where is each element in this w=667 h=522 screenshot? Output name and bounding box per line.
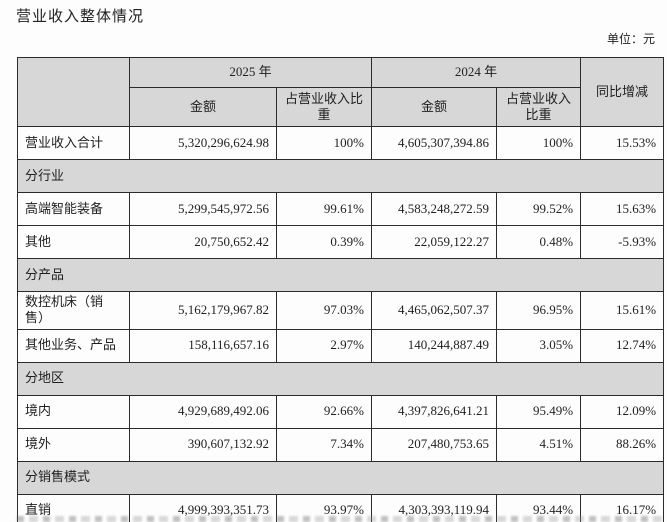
amount-2025-cell: 5,320,296,624.98 — [129, 126, 277, 160]
ratio-2025-cell: 100% — [275, 126, 373, 160]
row-label-cell: 数控机床（销售） — [17, 291, 130, 330]
col-header-ratio-2025: 占营业收入比 重 — [275, 87, 373, 127]
row-label-cell: 营业收入合计 — [17, 126, 130, 160]
page-title: 营业收入整体情况 — [16, 9, 145, 25]
col-header-2024: 2024 年 — [371, 57, 582, 88]
ratio-2024-cell: 0.48% — [496, 225, 582, 259]
amount-2025-cell: 5,162,179,967.82 — [129, 291, 277, 330]
yoy-cell: 12.74% — [580, 328, 665, 363]
ratio-2025-cell: 0.39% — [275, 225, 373, 259]
section-title-cell: 分行业 — [16, 159, 665, 193]
table-row: 境外 390,607,132.92 7.34% 207,480,753.65 4… — [17, 427, 665, 462]
row-label-cell: 境外 — [17, 427, 130, 462]
table-row: 营业收入合计 5,320,296,624.98 100% 4,605,307,3… — [17, 126, 665, 160]
ratio-2024-cell: 100% — [496, 126, 582, 160]
header-row-sub: 金额 占营业收入比 重 金额 占营业收入 比重 — [18, 87, 664, 127]
amount-2024-cell: 207,480,753.65 — [371, 427, 498, 462]
row-label-cell: 其他业务、产品 — [17, 328, 130, 363]
ratio-2025-cell: 2.97% — [275, 328, 373, 363]
amount-2025-cell: 20,750,652.42 — [129, 225, 277, 259]
ratio-2025-cell: 99.61% — [275, 192, 373, 226]
table-row: 直销 4,999,393,351.73 93.97% 4,303,393,119… — [17, 493, 665, 522]
row-label-cell: 高端智能装备 — [17, 192, 130, 226]
col-header-amount-2024: 金额 — [371, 87, 498, 127]
section-row: 分销售模式 — [16, 460, 665, 495]
amount-2024-cell: 4,303,393,119.94 — [371, 493, 498, 522]
amount-2025-cell: 4,929,689,492.06 — [129, 394, 277, 429]
ratio-2025-cell: 97.03% — [275, 291, 373, 330]
yoy-cell: -5.93% — [580, 225, 665, 259]
cut-off-text-line — [17, 516, 663, 522]
amount-2024-cell: 4,583,248,272.59 — [371, 192, 498, 226]
amount-2025-cell: 5,299,545,972.56 — [129, 192, 277, 226]
yoy-cell: 12.09% — [580, 394, 665, 429]
section-row: 分产品 — [16, 258, 665, 292]
col-header-yoy: 同比增减 — [580, 57, 665, 127]
section-title-cell: 分地区 — [16, 361, 665, 396]
amount-2024-cell: 4,397,826,641.21 — [371, 394, 498, 429]
ratio-2025-cell: 7.34% — [275, 427, 373, 462]
ratio-2025-cell: 92.66% — [275, 394, 373, 429]
yoy-cell: 15.53% — [580, 126, 665, 160]
ratio-2024-cell: 4.51% — [496, 427, 582, 462]
row-label-cell: 其他 — [17, 225, 130, 259]
amount-2025-cell: 390,607,132.92 — [129, 427, 277, 462]
unit-label: 单位：元 — [606, 32, 655, 46]
section-title-cell: 分销售模式 — [16, 460, 665, 495]
amount-2025-cell: 4,999,393,351.73 — [129, 493, 277, 522]
yoy-cell: 16.17% — [580, 493, 665, 522]
amount-2024-cell: 22,059,122.27 — [371, 225, 498, 259]
table-row: 数控机床（销售） 5,162,179,967.82 97.03% 4,465,0… — [17, 291, 665, 330]
amount-2025-cell: 158,116,657.16 — [129, 328, 277, 363]
ratio-2024-cell: 3.05% — [496, 328, 582, 363]
ratio-2024-cell: 96.95% — [496, 291, 582, 330]
col-header-2025: 2025 年 — [128, 57, 373, 88]
revenue-table: 2025 年 2024 年 同比增减 金额 占营业收入比 重 金额 占营业收入 … — [16, 57, 665, 522]
yoy-cell: 15.61% — [580, 291, 665, 330]
yoy-cell: 88.26% — [580, 427, 665, 462]
section-row: 分行业 — [16, 159, 665, 193]
section-row: 分地区 — [16, 361, 665, 396]
ratio-2025-cell: 93.97% — [275, 493, 373, 522]
ratio-2024-cell: 95.49% — [496, 394, 582, 429]
amount-2024-cell: 4,605,307,394.86 — [371, 126, 498, 160]
table-row: 其他业务、产品 158,116,657.16 2.97% 140,244,887… — [17, 328, 665, 363]
amount-2024-cell: 4,465,062,507.37 — [371, 291, 498, 330]
table-row: 高端智能装备 5,299,545,972.56 99.61% 4,583,248… — [17, 192, 665, 226]
col-header-amount-2025: 金额 — [129, 87, 277, 127]
header-row-years: 2025 年 2024 年 同比增减 — [17, 57, 665, 127]
table-row: 境内 4,929,689,492.06 92.66% 4,397,826,641… — [17, 394, 665, 429]
row-label-cell: 境内 — [17, 394, 130, 429]
amount-2024-cell: 140,244,887.49 — [371, 328, 498, 363]
ratio-2024-cell: 99.52% — [496, 192, 582, 226]
col-header-ratio-2024: 占营业收入 比重 — [496, 87, 582, 127]
ratio-2024-cell: 93.44% — [496, 493, 582, 522]
yoy-cell: 15.63% — [580, 192, 665, 226]
row-label-cell: 直销 — [17, 493, 130, 522]
corner-cell — [17, 57, 130, 127]
table-row: 其他 20,750,652.42 0.39% 22,059,122.27 0.4… — [17, 225, 665, 259]
section-title-cell: 分产品 — [16, 258, 665, 292]
